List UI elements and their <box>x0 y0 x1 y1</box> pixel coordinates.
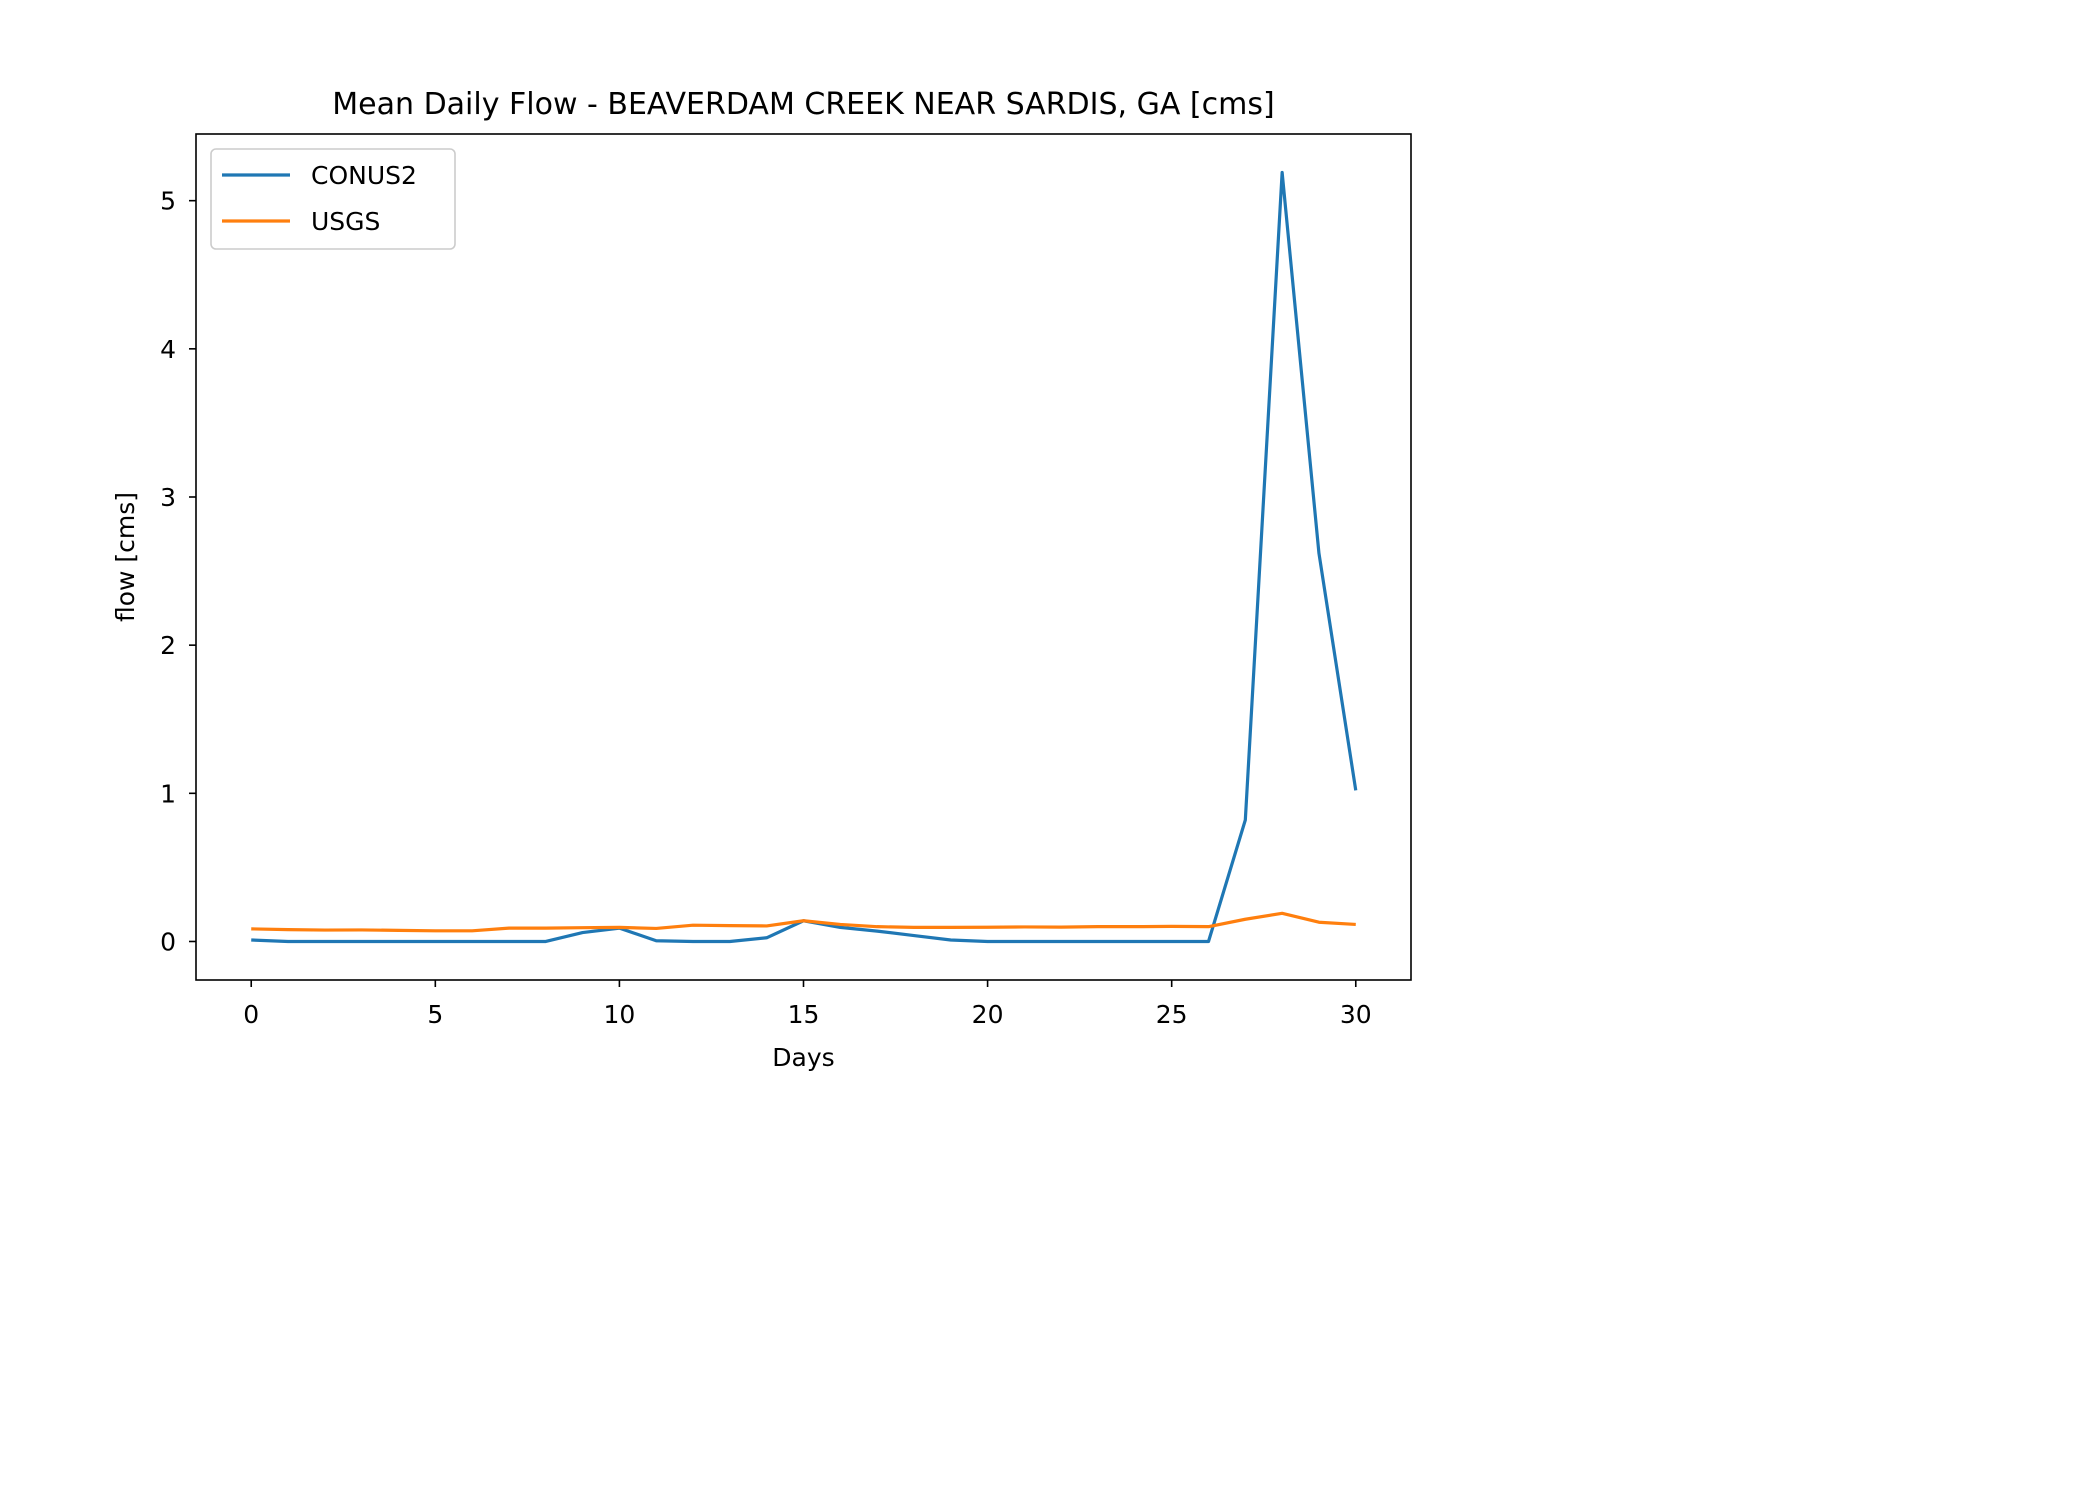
chart: Mean Daily Flow - BEAVERDAM CREEK NEAR S… <box>111 87 1412 1072</box>
x-tick-label: 10 <box>604 1000 636 1029</box>
series-line-usgs <box>251 911 1356 933</box>
y-tick-label: 2 <box>160 631 176 660</box>
legend-label-conus2: CONUS2 <box>311 161 417 190</box>
y-tick-label: 1 <box>160 779 176 808</box>
x-tick-label: 30 <box>1340 1000 1372 1029</box>
y-tick-label: 4 <box>160 335 176 364</box>
chart-title: Mean Daily Flow - BEAVERDAM CREEK NEAR S… <box>332 87 1274 122</box>
x-tick-label: 15 <box>788 1000 820 1029</box>
series-layer <box>251 170 1358 944</box>
x-tick-label: 25 <box>1156 1000 1188 1029</box>
legend-label-usgs: USGS <box>311 207 380 236</box>
y-tick-label: 5 <box>160 187 176 216</box>
legend: CONUS2 USGS <box>210 148 456 250</box>
x-axis: 0 5 10 15 20 25 30 <box>243 980 1372 1029</box>
y-axis: 0 1 2 3 4 5 <box>160 187 196 956</box>
y-tick-label: 3 <box>160 483 176 512</box>
x-tick-label: 0 <box>243 1000 259 1029</box>
y-tick-label: 0 <box>160 927 176 956</box>
x-tick-label: 5 <box>427 1000 443 1029</box>
x-tick-label: 20 <box>972 1000 1004 1029</box>
x-axis-label: Days <box>772 1043 834 1072</box>
y-axis-label: flow [cms] <box>111 492 140 622</box>
